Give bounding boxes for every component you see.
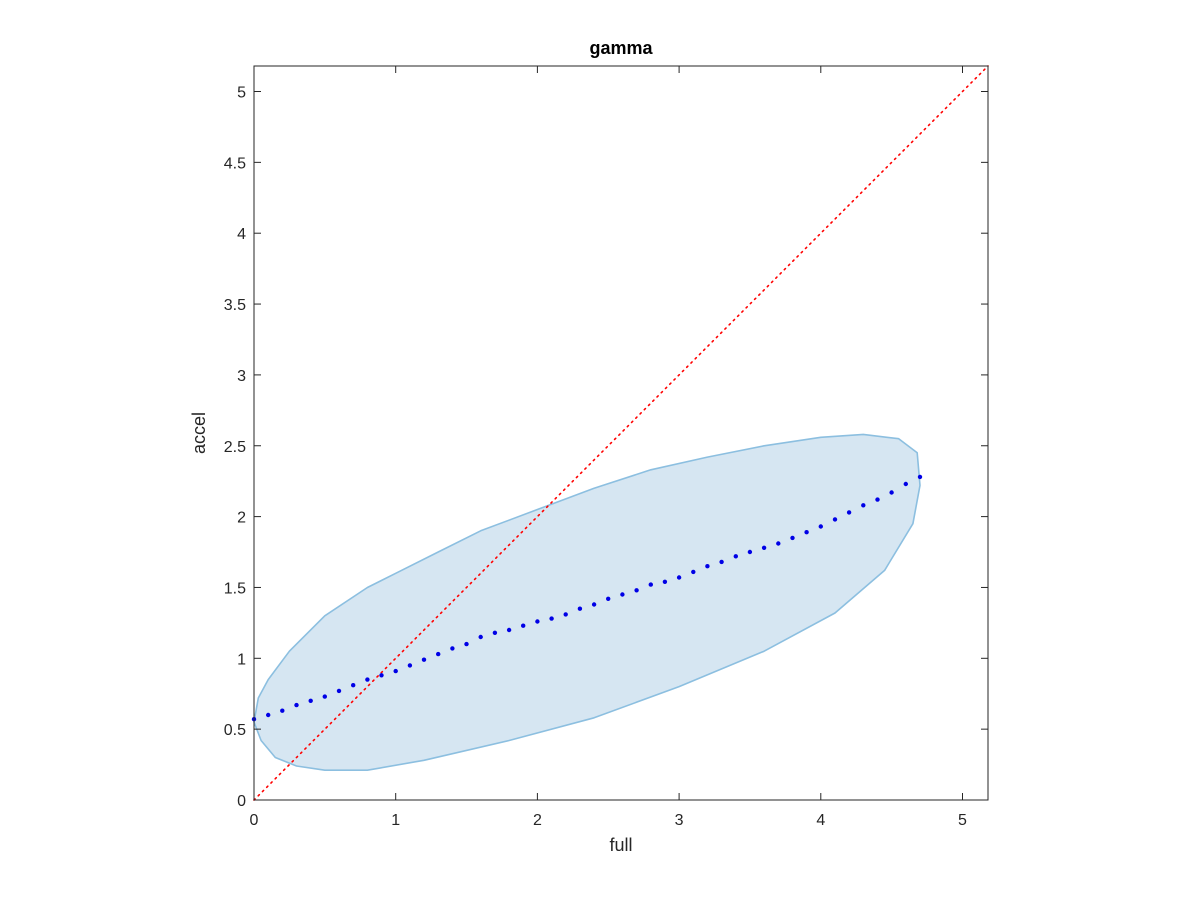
data-point	[761, 545, 767, 550]
confidence-region	[253, 433, 921, 771]
data-point	[790, 535, 795, 541]
y-tick-label: 5	[237, 85, 246, 102]
data-point	[719, 559, 724, 565]
y-tick-label: 0.5	[224, 722, 246, 739]
axes-box	[253, 65, 989, 801]
y-tick-label: 3.5	[224, 297, 246, 314]
data-point	[620, 592, 625, 597]
data-point	[549, 616, 554, 621]
y-tick-label: 2	[237, 510, 246, 527]
data-point	[266, 712, 271, 718]
x-tick-label: 5	[958, 812, 967, 829]
data-point	[294, 702, 299, 708]
data-point	[407, 663, 413, 668]
data-point	[308, 698, 313, 703]
x-tick-label: 3	[675, 812, 684, 829]
data-point	[648, 582, 653, 587]
data-point	[464, 641, 469, 647]
y-ticks-layer: 0 0.5 1 1.5 2 2.5 3 3.5 4 4.5 5	[224, 85, 988, 810]
x-tick-label: 4	[816, 812, 825, 829]
data-point	[563, 612, 568, 617]
x-ticks-layer: 0 1 2 3 4 5	[250, 66, 967, 829]
identity-line-layer	[253, 65, 989, 801]
data-point	[280, 708, 285, 713]
data-point	[691, 569, 696, 575]
data-point	[421, 657, 427, 662]
data-point	[903, 481, 908, 487]
y-tick-label: 3	[237, 368, 246, 385]
identity-line	[253, 65, 989, 801]
x-tick-label: 1	[391, 812, 400, 829]
data-point	[365, 677, 370, 682]
data-point	[662, 579, 668, 584]
data-point	[606, 596, 611, 601]
data-point	[889, 490, 894, 495]
data-point	[379, 673, 384, 678]
data-point	[747, 549, 753, 555]
data-point	[478, 634, 483, 640]
data-point	[492, 630, 498, 635]
y-tick-label: 0	[237, 793, 246, 810]
data-point	[577, 606, 583, 611]
data-point	[591, 602, 597, 607]
data-point	[322, 694, 327, 699]
y-tick-label: 1	[237, 651, 246, 668]
y-tick-label: 4	[237, 226, 246, 243]
data-point	[705, 564, 710, 569]
data-point	[436, 651, 441, 657]
data-point	[506, 627, 512, 633]
data-point	[535, 619, 540, 624]
y-tick-label: 1.5	[224, 580, 246, 597]
data-point	[634, 588, 639, 593]
data-point	[875, 497, 880, 502]
data-point	[804, 530, 809, 535]
data-point	[861, 503, 866, 508]
data-point	[776, 541, 781, 546]
data-point	[521, 623, 526, 628]
x-axis-label: full	[609, 835, 632, 855]
data-point	[450, 646, 455, 651]
data-point	[832, 517, 838, 522]
chart-title: gamma	[589, 38, 653, 58]
confidence-region-layer	[253, 433, 921, 771]
data-point	[351, 683, 356, 688]
y-axis-label: accel	[189, 412, 209, 454]
data-point	[676, 575, 682, 580]
data-point	[917, 474, 923, 480]
data-point	[336, 688, 342, 694]
x-tick-label: 2	[533, 812, 542, 829]
data-point	[393, 668, 398, 674]
y-tick-label: 2.5	[224, 439, 246, 456]
y-tick-label: 4.5	[224, 155, 246, 172]
data-point	[846, 510, 852, 515]
data-points-layer	[251, 474, 923, 722]
data-point	[733, 554, 738, 559]
x-tick-label: 0	[250, 812, 259, 829]
data-point	[818, 524, 823, 529]
